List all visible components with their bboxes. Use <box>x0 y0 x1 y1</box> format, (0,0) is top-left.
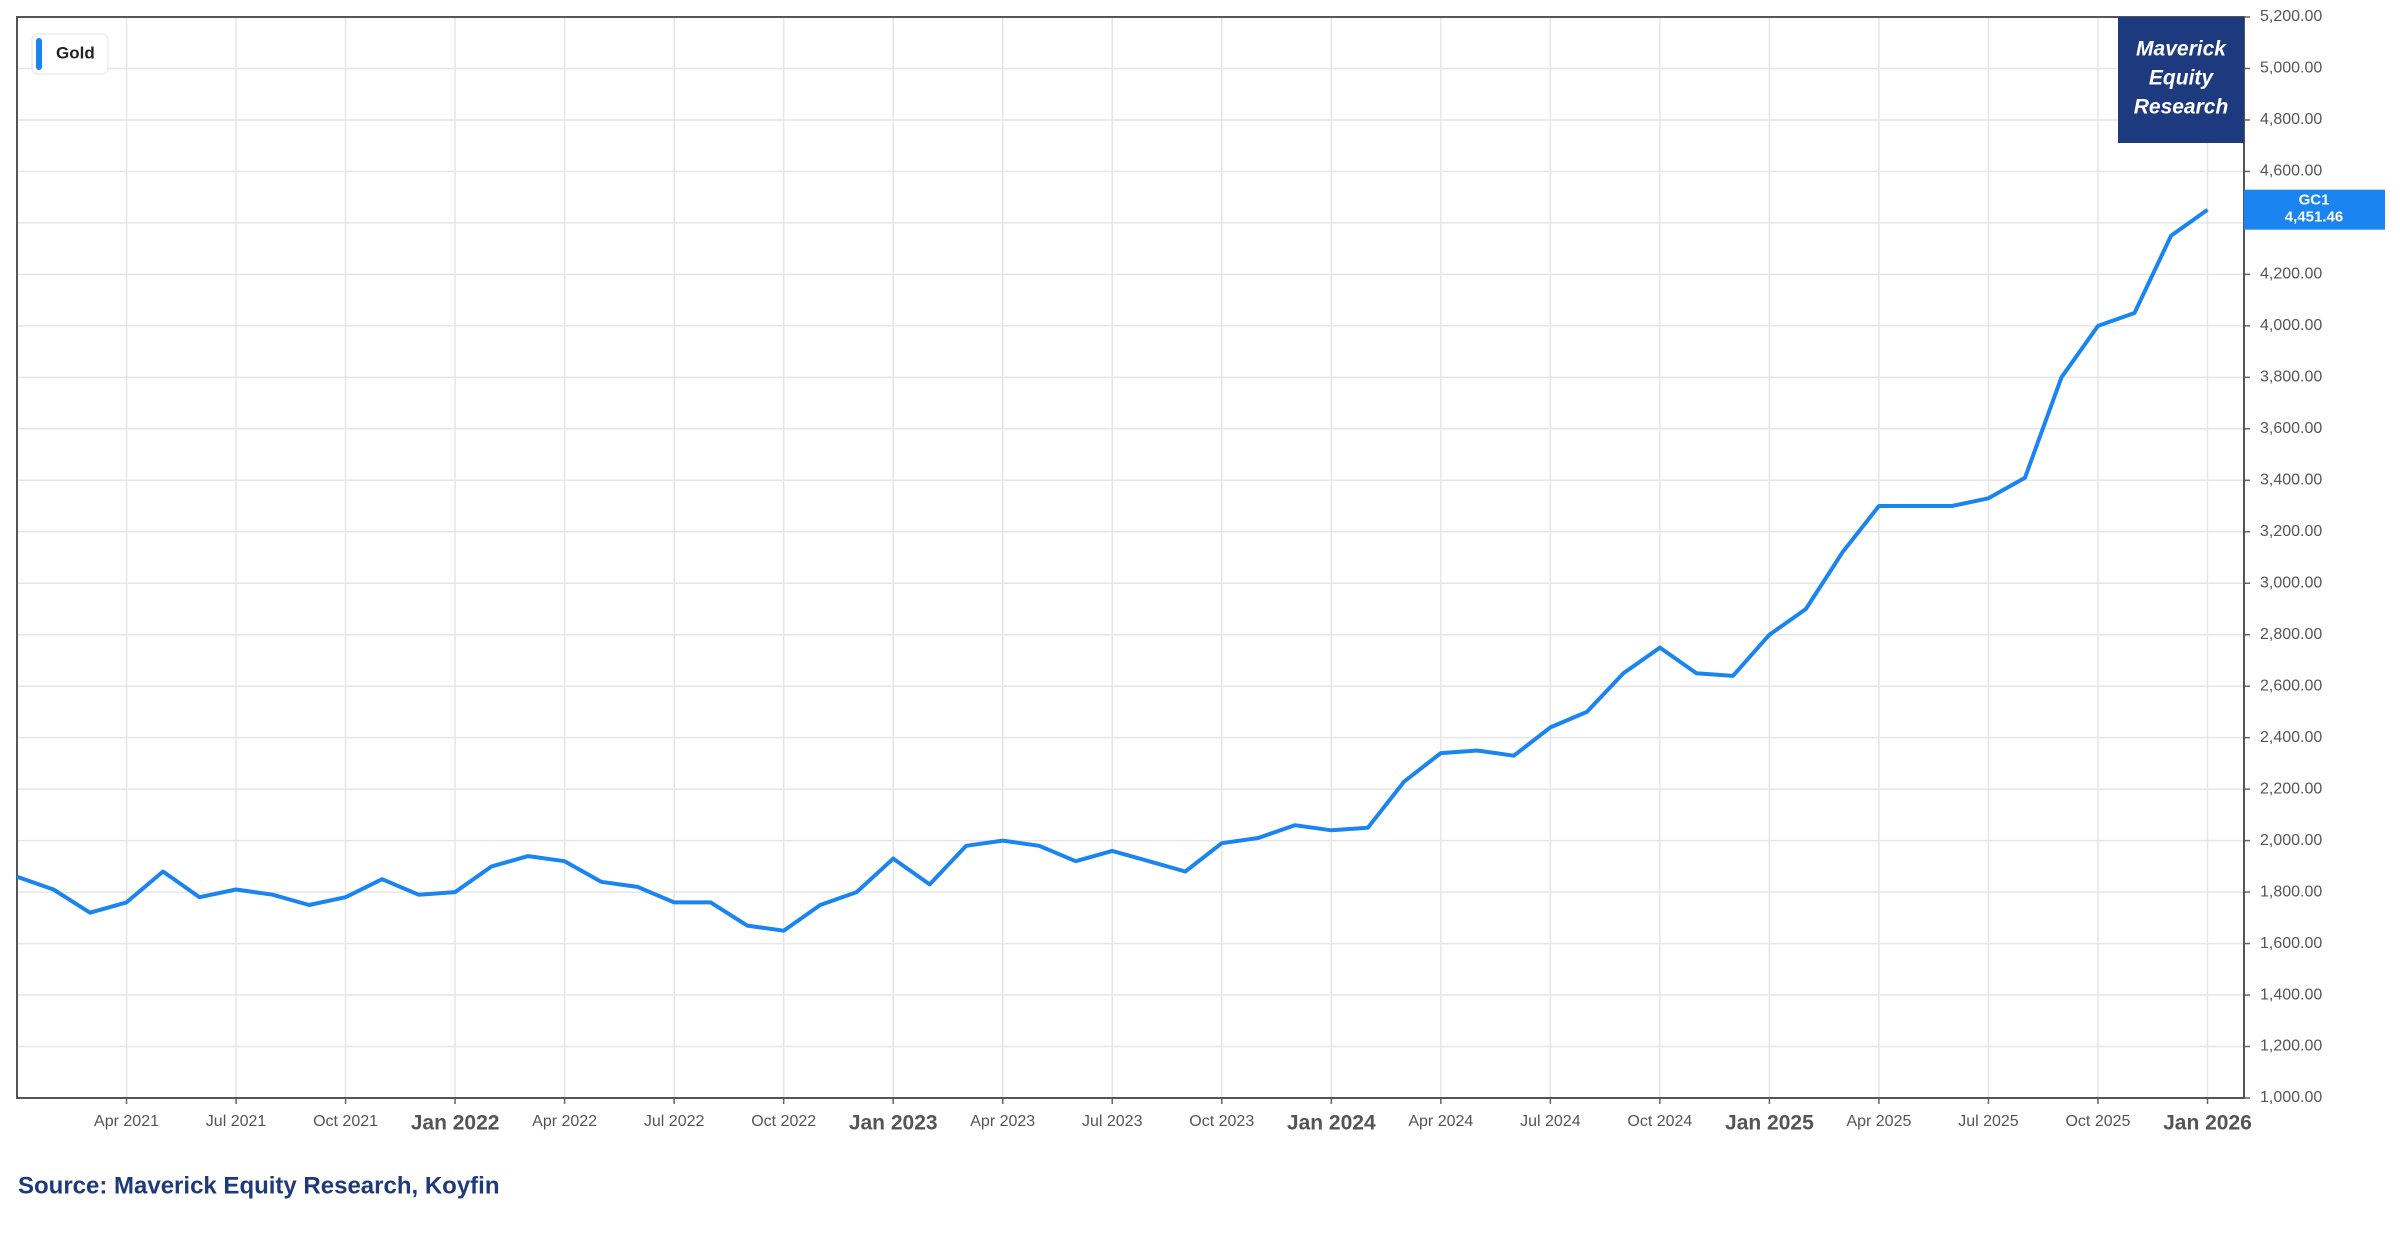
x-tick-label: Apr 2021 <box>94 1113 159 1130</box>
y-tick-label: 3,000.00 <box>2260 574 2322 591</box>
legend-label: Gold <box>56 43 95 62</box>
y-tick-label: 3,200.00 <box>2260 523 2322 540</box>
tag-value: 4,451.46 <box>2285 209 2343 226</box>
y-tick-label: 2,600.00 <box>2260 677 2322 694</box>
source: Source: Maverick Equity Research, Koyfin <box>18 1172 500 1199</box>
y-tick-label: 2,800.00 <box>2260 626 2322 643</box>
y-tick-label: 4,000.00 <box>2260 317 2322 334</box>
x-tick-label: Jan 2023 <box>849 1112 938 1135</box>
x-tick-label: Oct 2022 <box>751 1113 816 1130</box>
watermark-text: Research <box>2134 96 2229 119</box>
y-tick-label: 1,000.00 <box>2260 1089 2322 1106</box>
x-tick-label: Jan 2022 <box>411 1112 500 1135</box>
watermark-text: Equity <box>2149 67 2214 90</box>
x-tick-label: Oct 2024 <box>1627 1113 1692 1130</box>
x-tick-label: Oct 2021 <box>313 1113 378 1130</box>
y-tick-label: 2,200.00 <box>2260 780 2322 797</box>
price-line <box>16 208 2209 933</box>
y-tick-label: 1,400.00 <box>2260 986 2322 1003</box>
y-tick-label: 1,600.00 <box>2260 935 2322 952</box>
y-tick-label: 2,000.00 <box>2260 832 2322 849</box>
y-tick-label: 3,800.00 <box>2260 369 2322 386</box>
x-tick-label: Jan 2024 <box>1287 1112 1376 1135</box>
y-tick-label: 1,200.00 <box>2260 1038 2322 1055</box>
x-tick-label: Oct 2025 <box>2065 1113 2130 1130</box>
x-tick-label: Apr 2025 <box>1846 1113 1911 1130</box>
x-tick-label: Jul 2021 <box>206 1113 267 1130</box>
legend-box <box>31 33 109 75</box>
legend-swatch <box>36 38 42 70</box>
watermark-text: Maverick <box>2136 38 2227 61</box>
x-tick-label: Jan 2026 <box>2163 1112 2252 1135</box>
plot-frame <box>16 16 2245 1099</box>
x-tick-label: Oct 2023 <box>1189 1113 1254 1130</box>
last-value-tag <box>2244 189 2385 230</box>
y-tick-label: 5,200.00 <box>2260 8 2322 25</box>
x-tick-label: Apr 2023 <box>970 1113 1035 1130</box>
x-tick-label: Jul 2025 <box>1958 1113 2019 1130</box>
x-tick-label: Apr 2024 <box>1408 1113 1473 1130</box>
y-tick-label: 4,200.00 <box>2260 266 2322 283</box>
tag-ticker: GC1 <box>2299 192 2330 209</box>
watermark-box <box>2118 17 2244 143</box>
y-tick-label: 4,600.00 <box>2260 163 2322 180</box>
y-tick-label: 5,000.00 <box>2260 60 2322 77</box>
y-tick-label: 3,600.00 <box>2260 420 2322 437</box>
x-tick-label: Jul 2023 <box>1082 1113 1143 1130</box>
x-tick-label: Jan 2025 <box>1725 1112 1814 1135</box>
x-tick-label: Jul 2024 <box>1520 1113 1581 1130</box>
y-tick-label: 1,800.00 <box>2260 883 2322 900</box>
y-tick-label: 4,800.00 <box>2260 111 2322 128</box>
x-tick-label: Apr 2022 <box>532 1113 597 1130</box>
y-tick-label: 2,400.00 <box>2260 729 2322 746</box>
x-tick-label: Jul 2022 <box>644 1113 705 1130</box>
y-tick-label: 3,400.00 <box>2260 472 2322 489</box>
